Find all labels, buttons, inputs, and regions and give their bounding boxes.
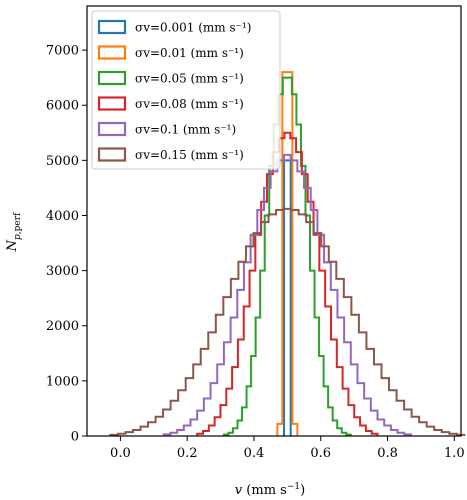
y-tick-label: 4000: [46, 209, 79, 224]
histogram-series-0: [283, 159, 292, 436]
histogram-series-3: [196, 131, 379, 436]
y-tick-label: 0: [71, 430, 79, 445]
y-tick-label: 5000: [46, 154, 79, 169]
plot-frame: [86, 5, 462, 437]
y-axis-label: Np,perf: [5, 212, 23, 252]
legend-swatch-4: [97, 121, 127, 137]
legend-swatch-1: [97, 45, 127, 60]
legend-swatch-2: [97, 70, 127, 86]
y-tick-label: 6000: [46, 99, 79, 114]
x-tick-label: 0.4: [244, 446, 265, 461]
legend-swatch-3: [97, 96, 127, 111]
legend-box: [91, 10, 281, 170]
histogram-series-1: [276, 71, 299, 436]
legend-swatch-0: [97, 19, 127, 35]
legend-swatch-5: [97, 147, 127, 162]
legend-entry-5: σv=0.15 (mm s⁻¹): [135, 148, 244, 162]
series-layer: [109, 71, 466, 436]
legend-entry-3: σv=0.08 (mm s⁻¹): [135, 97, 244, 111]
x-tick-label: 0.0: [110, 446, 131, 461]
legend-entry-4: σv=0.1 (mm s⁻¹): [135, 123, 236, 137]
x-axis-ticks: 0.0 0.2 0.4 0.6 0.8 1.0: [110, 436, 465, 461]
x-tick-label: 1.0: [444, 446, 465, 461]
legend-entry-1: σv=0.01 (mm s⁻¹): [135, 46, 244, 60]
histogram-series-4: [162, 153, 412, 436]
y-tick-label: 7000: [46, 44, 79, 59]
y-tick-label: 1000: [46, 374, 79, 389]
x-axis-label: v (mm s−1): [235, 482, 305, 498]
x-tick-label: 0.8: [377, 446, 398, 461]
legend: σv=0.001 (mm s⁻¹) σv=0.01 (mm s⁻¹) σv=0.05…: [91, 10, 281, 170]
y-axis-ticks: 0 1000 2000 3000 4000 5000 6000 7000: [46, 44, 87, 445]
y-tick-label: 3000: [46, 264, 79, 279]
histogram-series-5: [109, 207, 466, 436]
legend-entry-0: σv=0.001 (mm s⁻¹): [135, 21, 251, 35]
histogram-series-2: [222, 76, 352, 436]
x-tick-label: 0.6: [310, 446, 331, 461]
y-tick-label: 2000: [46, 319, 79, 334]
legend-entry-2: σv=0.05 (mm s⁻¹): [135, 72, 244, 86]
x-tick-label: 0.2: [177, 446, 198, 461]
